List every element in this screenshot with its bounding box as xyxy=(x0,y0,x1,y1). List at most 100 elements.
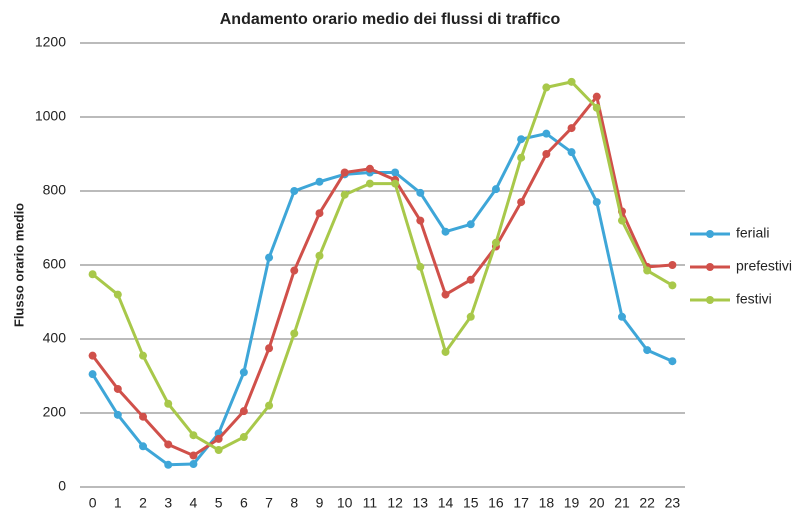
x-tick-label: 8 xyxy=(290,495,298,511)
x-tick-label: 22 xyxy=(639,495,655,511)
data-point xyxy=(466,312,475,321)
data-point xyxy=(290,187,299,195)
data-point xyxy=(189,431,198,440)
x-tick-label: 14 xyxy=(438,495,454,511)
data-point xyxy=(239,368,248,377)
data-point xyxy=(113,384,122,393)
y-tick-label: 1000 xyxy=(35,108,66,124)
data-point xyxy=(315,251,324,260)
data-point xyxy=(139,442,148,451)
data-point xyxy=(391,179,400,188)
y-tick-label: 600 xyxy=(43,256,67,272)
data-point xyxy=(189,451,198,460)
x-tick-label: 0 xyxy=(89,495,97,511)
legend-marker xyxy=(706,296,714,304)
x-tick-label: 5 xyxy=(215,495,223,511)
y-tick-label: 0 xyxy=(58,478,66,494)
x-tick-label: 7 xyxy=(265,495,273,511)
data-point xyxy=(139,412,148,421)
x-tick-label: 4 xyxy=(190,495,198,511)
x-tick-label: 6 xyxy=(240,495,248,511)
data-point xyxy=(542,150,551,158)
series-line xyxy=(91,132,674,467)
y-axis-title: Flusso orario medio xyxy=(11,203,26,327)
data-point xyxy=(668,357,677,366)
data-point xyxy=(365,164,374,173)
x-tick-label: 12 xyxy=(387,495,403,511)
data-point xyxy=(315,209,324,218)
data-point xyxy=(517,198,526,207)
x-tick-label: 2 xyxy=(139,495,147,511)
data-point xyxy=(668,261,677,269)
data-point xyxy=(265,344,274,353)
data-point xyxy=(542,129,551,138)
data-point xyxy=(617,312,626,321)
y-tick-label: 400 xyxy=(43,330,67,346)
legend-label: feriali xyxy=(736,225,769,241)
legend-marker xyxy=(706,263,714,271)
series-line xyxy=(91,80,674,452)
data-point xyxy=(340,168,349,177)
data-point xyxy=(88,270,97,279)
x-tick-label: 3 xyxy=(164,495,172,511)
y-tick-label: 200 xyxy=(43,404,67,420)
data-point xyxy=(265,253,274,262)
y-tick-label: 1200 xyxy=(35,34,66,50)
x-tick-label: 17 xyxy=(513,495,529,511)
legend-marker xyxy=(706,230,714,238)
legend-label: festivi xyxy=(736,291,772,307)
data-point xyxy=(416,216,425,225)
data-point xyxy=(164,460,173,469)
data-point xyxy=(643,346,652,355)
data-point xyxy=(214,446,223,454)
data-point xyxy=(365,179,374,188)
data-point xyxy=(239,433,248,442)
data-point xyxy=(164,440,173,449)
x-tick-label: 20 xyxy=(589,495,605,511)
data-point xyxy=(592,92,601,101)
data-point xyxy=(668,281,677,290)
x-tick-label: 13 xyxy=(413,495,429,511)
x-tick-label: 16 xyxy=(488,495,504,511)
x-tick-label: 11 xyxy=(363,495,378,511)
data-point xyxy=(491,185,500,194)
data-point xyxy=(466,220,475,229)
data-point xyxy=(517,153,526,162)
data-point xyxy=(416,188,425,197)
data-point xyxy=(391,168,400,177)
data-point xyxy=(113,410,122,419)
data-point xyxy=(88,370,97,379)
data-point xyxy=(441,227,450,236)
data-point xyxy=(164,399,173,408)
data-point xyxy=(567,124,576,133)
x-tick-label: 15 xyxy=(463,495,479,511)
data-point xyxy=(491,238,500,247)
data-point xyxy=(315,177,324,186)
data-point xyxy=(88,351,97,360)
data-point xyxy=(643,266,652,275)
x-tick-label: 19 xyxy=(564,495,580,511)
x-tick-label: 10 xyxy=(337,495,353,511)
data-point xyxy=(517,135,526,144)
data-point xyxy=(139,351,148,360)
data-point xyxy=(592,198,601,207)
y-tick-label: 800 xyxy=(43,182,67,198)
x-tick-label: 1 xyxy=(114,495,122,511)
data-point xyxy=(466,275,475,284)
data-point xyxy=(239,407,248,416)
data-point xyxy=(214,434,223,443)
x-tick-label: 18 xyxy=(539,495,555,511)
data-point xyxy=(340,190,349,199)
data-point xyxy=(290,329,299,338)
data-point xyxy=(567,77,576,86)
chart-title: Andamento orario medio dei flussi di tra… xyxy=(220,11,561,28)
data-point xyxy=(542,83,551,92)
data-point xyxy=(113,290,122,299)
data-point xyxy=(441,290,450,299)
data-point xyxy=(441,347,450,356)
data-point xyxy=(416,262,425,271)
data-point xyxy=(567,148,576,157)
data-point xyxy=(265,401,274,410)
legend-label: prefestivi xyxy=(736,258,792,274)
